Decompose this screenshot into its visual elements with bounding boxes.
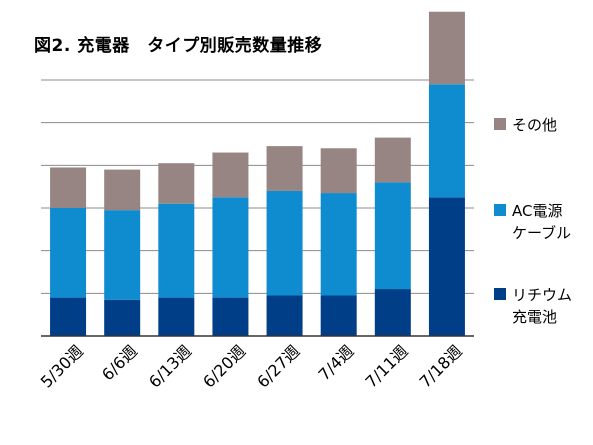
legend-label: リチウム 充電池 <box>512 286 573 326</box>
bar-segment-s0-c2 <box>158 297 195 336</box>
bar-segment-s0-c4 <box>266 295 303 336</box>
x-tick-label: 6/20週 <box>199 341 249 391</box>
bar-segment-s0-c0 <box>50 297 87 336</box>
legend-swatch <box>494 118 506 130</box>
bar-segment-s2-c0 <box>50 167 87 208</box>
x-tick-label: 7/18週 <box>416 341 466 391</box>
bar-segment-s1-c5 <box>320 193 357 296</box>
legend-item: AC電源 ケーブル <box>494 200 571 244</box>
bar-segment-s2-c1 <box>104 169 141 211</box>
bar-segment-s2-c5 <box>320 148 357 194</box>
bar-segment-s1-c4 <box>266 190 303 296</box>
bar-segment-s1-c2 <box>158 203 195 298</box>
bar-segment-s2-c3 <box>212 152 249 198</box>
legend-item: リチウム 充電池 <box>494 284 572 328</box>
x-tick-labels: 5/30週 6/6週 6/13週 6/20週 6/27週 7/4週 7/11週 7/18週 <box>37 341 466 391</box>
x-tick-label: 7/4週 <box>315 341 358 384</box>
x-tick-label: 6/6週 <box>98 341 141 384</box>
legend-label: AC電源 ケーブル <box>512 202 572 242</box>
legend-swatch <box>494 288 506 300</box>
bar-segment-s0-c3 <box>212 297 249 336</box>
x-tick-label: 6/27週 <box>253 341 303 391</box>
chart-title: 図2. 充電器 タイプ別販売数量推移 <box>34 36 323 56</box>
legend-swatch <box>494 204 506 216</box>
x-tick-label: 6/13週 <box>145 341 195 391</box>
bar-segment-s2-c7 <box>428 11 465 85</box>
legend-item: その他 <box>494 114 557 136</box>
bar-segment-s2-c4 <box>266 146 303 191</box>
bar-segment-s2-c2 <box>158 163 195 204</box>
x-tick-label: 7/11週 <box>361 341 411 391</box>
bar-segment-s1-c0 <box>50 208 87 298</box>
bar-segment-s1-c6 <box>374 182 411 290</box>
bar-segment-s2-c6 <box>374 137 411 183</box>
bar-segment-s0-c5 <box>320 295 357 336</box>
bar-segment-s0-c1 <box>104 299 141 336</box>
bars <box>50 11 465 336</box>
legend-label: その他 <box>512 116 558 134</box>
bar-segment-s0-c7 <box>428 197 465 336</box>
x-tick-label: 5/30週 <box>37 341 87 391</box>
bar-segment-s0-c6 <box>374 289 411 336</box>
bar-segment-s1-c3 <box>212 197 249 298</box>
bar-segment-s1-c7 <box>428 84 465 198</box>
bar-segment-s1-c1 <box>104 210 141 300</box>
